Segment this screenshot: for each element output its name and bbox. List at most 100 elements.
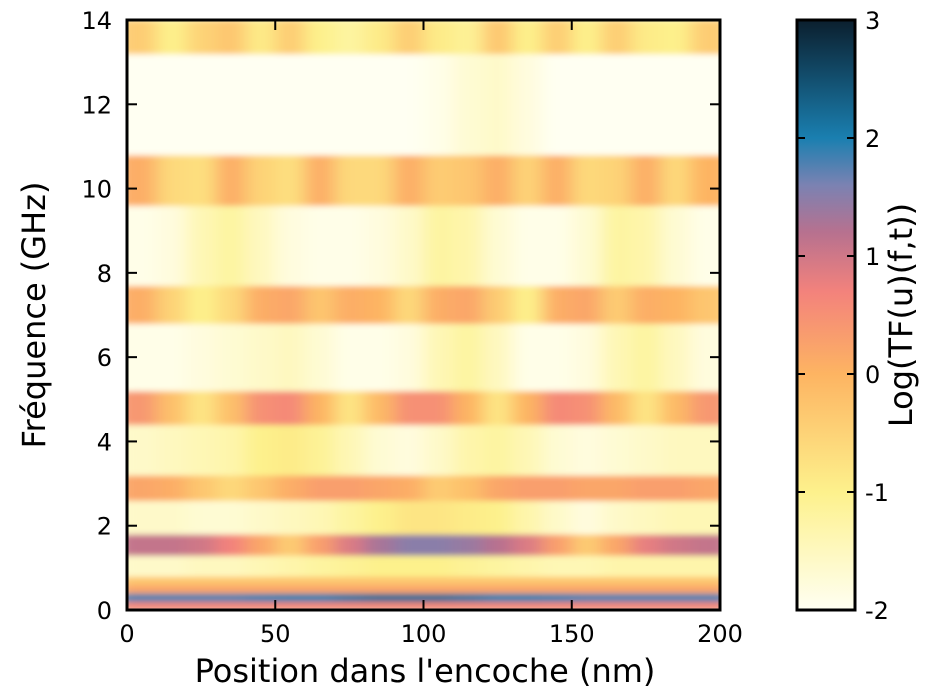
heatmap-cell (127, 576, 158, 586)
heatmap-cell (393, 576, 424, 586)
heatmap-cell (690, 584, 720, 594)
x-axis-label: Position dans l'encoche (nm) (195, 652, 656, 690)
heatmap-cell (156, 584, 187, 594)
heatmap-cell (334, 601, 365, 610)
heatmap-cell (423, 20, 454, 55)
heatmap-cell (542, 475, 573, 501)
heatmap-cell (601, 424, 632, 476)
heatmap-cell (186, 500, 217, 535)
heatmap-cell (364, 593, 395, 603)
heatmap-cell (631, 390, 662, 426)
heatmap-cell (275, 593, 306, 603)
heatmap-cell (571, 390, 602, 426)
heatmap-cell (453, 154, 484, 206)
heatmap-cell (453, 500, 484, 535)
heatmap-cell (512, 601, 543, 610)
heatmap-cell (215, 500, 247, 535)
heatmap-cell (482, 424, 513, 476)
heatmap-cell (393, 555, 424, 577)
heatmap-cell (512, 475, 543, 501)
heatmap-cell (482, 205, 513, 286)
heatmap-cell (542, 285, 573, 324)
heatmap-cell (571, 285, 602, 324)
heatmap-cell (631, 285, 662, 324)
heatmap-cell (660, 424, 691, 476)
heatmap-cell (245, 323, 276, 392)
heatmap-cell (660, 576, 691, 586)
heatmap-cell (334, 154, 365, 206)
heatmap-cell (601, 285, 632, 324)
heatmap-cell (601, 154, 632, 206)
heatmap-cell (127, 593, 158, 603)
heatmap-cell (631, 323, 662, 392)
heatmap-cell (571, 593, 602, 603)
heatmap-cell (156, 593, 187, 603)
heatmap-cell (423, 475, 454, 501)
heatmap-cell (423, 500, 454, 535)
heatmap-cell (156, 424, 187, 476)
heatmap-cell (334, 323, 365, 392)
y-tick-label: 10 (81, 176, 112, 204)
heatmap-cell (275, 555, 306, 577)
heatmap-cell (512, 323, 543, 392)
heatmap-cell (423, 323, 454, 392)
heatmap-cell (275, 424, 306, 476)
y-tick-label: 2 (97, 513, 112, 541)
heatmap-cell (156, 205, 187, 286)
heatmap-cell (186, 424, 217, 476)
heatmap-cell (156, 534, 187, 556)
heatmap-cell (304, 20, 336, 55)
heatmap-cell (512, 534, 543, 556)
heatmap-cell (660, 601, 691, 610)
heatmap-cell (334, 424, 365, 476)
heatmap-cell (393, 20, 424, 55)
heatmap-cell (482, 534, 513, 556)
heatmap-cell (364, 424, 395, 476)
heatmap-cell (275, 534, 306, 556)
heatmap-cell (601, 534, 632, 556)
heatmap-cell (364, 20, 395, 55)
heatmap-cell (631, 20, 662, 55)
heatmap-cell (215, 20, 247, 55)
heatmap-cell (482, 323, 513, 392)
heatmap-cell (156, 601, 187, 610)
heatmap-cell (304, 424, 336, 476)
heatmap-cell (245, 475, 276, 501)
heatmap-cell (631, 593, 662, 603)
heatmap-cell (542, 500, 573, 535)
heatmap-cell (393, 593, 424, 603)
heatmap-cell (660, 323, 691, 392)
heatmap-cell (690, 154, 720, 206)
heatmap-cell (571, 424, 602, 476)
heatmap-cell (334, 285, 365, 324)
heatmap-cell (334, 576, 365, 586)
heatmap-cell (245, 576, 276, 586)
heatmap-cell (542, 390, 573, 426)
heatmap-cell (512, 576, 543, 586)
colorbar-tick-label: 3 (865, 7, 880, 35)
heatmap-cell (631, 601, 662, 610)
heatmap-cell (542, 424, 573, 476)
heatmap-cell (364, 584, 395, 594)
heatmap-cell (186, 154, 217, 206)
heatmap-cell (453, 424, 484, 476)
heatmap-cell (690, 601, 720, 610)
heatmap-cell (393, 323, 424, 392)
heatmap-cell (571, 205, 602, 286)
heatmap-cell (215, 390, 247, 426)
heatmap-cell (156, 576, 187, 586)
heatmap-cell (512, 20, 543, 55)
heatmap-cell (512, 205, 543, 286)
y-tick-label: 12 (81, 91, 112, 119)
heatmap-cell (304, 555, 336, 577)
heatmap-cell (601, 390, 632, 426)
heatmap-cell (393, 205, 424, 286)
heatmap-cell (334, 390, 365, 426)
heatmap-cell (512, 285, 543, 324)
heatmap-cell (423, 593, 454, 603)
heatmap-cell (186, 285, 217, 324)
heatmap-cell (631, 534, 662, 556)
heatmap-cell (660, 285, 691, 324)
heatmap-cell (601, 601, 632, 610)
heatmap-cell (601, 576, 632, 586)
